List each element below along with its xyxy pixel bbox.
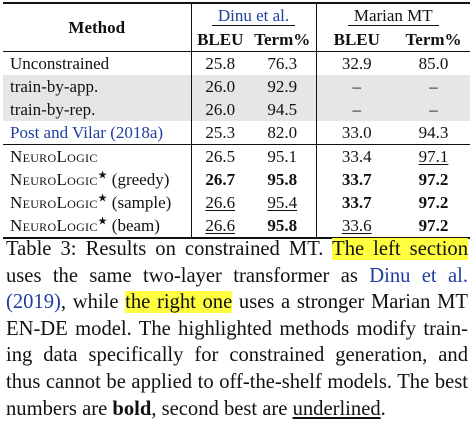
table-row: NeuroLogic 26.5 95.1 33.4 97.1 [3, 144, 471, 168]
cell: 76.3 [267, 54, 298, 73]
table-caption: Table 3: Results on constrained MT. The … [6, 236, 469, 422]
cell-underlined: 97.1 [397, 144, 471, 168]
col-header-term: Term% [397, 27, 471, 52]
cell-underlined: 26.6 [190, 191, 249, 214]
cell-bold: 97.2 [418, 170, 449, 189]
row-label: train-by-rep. [3, 98, 191, 121]
cell: 26.0 [190, 75, 249, 98]
col-header-bleu: BLEU [190, 27, 249, 52]
table-row: Unconstrained 25.8 76.3 32.9 85.0 [3, 51, 470, 75]
caption-line: ing data specifically for constrained ge… [6, 344, 468, 367]
cell: 82.0 [267, 123, 298, 142]
cell-underlined: 33.6 [315, 214, 398, 239]
cell: 25.3 [190, 121, 249, 145]
cell-underlined: 26.6 [190, 214, 249, 239]
table-row: train-by-app. 26.0 92.9 – – [3, 75, 471, 98]
cell: 85.0 [418, 54, 449, 73]
cell-bold: 97.2 [418, 193, 449, 212]
results-table: Method Dinu et al. Marian MT BLEU Term% … [3, 2, 471, 239]
table-row: NeuroLogic★ (greedy) 26.7 95.8 33.7 97.2 [3, 168, 470, 191]
row-label: NeuroLogic★ (sample) [10, 192, 172, 212]
caption-line: Table 3: Results on constrained MT. The … [6, 238, 469, 260]
caption-line: EN-DE model. The highlighted methods mod… [6, 317, 468, 340]
col-header-term: Term% [249, 27, 317, 52]
row-label: train-by-app. [3, 75, 191, 98]
cell: – [315, 98, 398, 121]
table-row: train-by-rep. 26.0 94.5 – – [3, 98, 471, 121]
cell: 32.9 [315, 51, 398, 75]
cell: 25.8 [190, 51, 249, 75]
cell: 94.5 [249, 98, 317, 121]
cell: 33.4 [315, 144, 398, 168]
cell-bold: 33.7 [315, 191, 398, 214]
row-label: NeuroLogic [3, 144, 191, 168]
star-icon: ★ [97, 215, 108, 228]
row-label: NeuroLogic★ (greedy) [10, 169, 170, 189]
cell-bold: 97.2 [397, 214, 471, 239]
cell-bold: 33.7 [315, 168, 398, 191]
cell: – [315, 75, 398, 98]
star-icon: ★ [97, 192, 108, 205]
citation-link[interactable]: (2019) [6, 291, 61, 314]
col-header-bleu: BLEU [315, 27, 398, 52]
method-header: Method [3, 2, 191, 52]
caption-line: (2019), while the right one uses a stron… [6, 291, 468, 314]
row-label: NeuroLogic★ (beam) [3, 214, 191, 239]
row-label: Unconstrained [10, 54, 110, 73]
cell: 92.9 [249, 75, 317, 98]
group-header-dinu: Dinu et al. [190, 2, 317, 27]
caption-line: thus cannot be applied to off-the-shelf … [6, 370, 468, 393]
cell: – [397, 98, 471, 121]
cell: 26.5 [190, 144, 249, 168]
cell: – [397, 75, 471, 98]
cell-underlined: 95.4 [267, 193, 298, 212]
cell: 94.3 [418, 123, 449, 142]
caption-line: uses the same two-layer transformer as D… [6, 264, 468, 287]
highlight: the right one [125, 291, 233, 314]
cell: 95.1 [249, 144, 317, 168]
table-row: NeuroLogic★ (sample) 26.6 95.4 33.7 97.2 [3, 191, 470, 214]
cell-bold: 26.7 [190, 168, 249, 191]
cell: 26.0 [190, 98, 249, 121]
group-header-marian: Marian MT [315, 2, 471, 27]
caption-line: numbers are bold, second best are underl… [6, 397, 386, 420]
cell-bold: 95.8 [267, 170, 298, 189]
star-icon: ★ [97, 169, 108, 182]
citation-link[interactable]: Dinu et al. [369, 264, 468, 287]
highlight: The left section [332, 238, 469, 260]
table-row: NeuroLogic★ (beam) 26.6 95.8 33.6 97.2 [3, 214, 471, 239]
table-row: Post and Vilar (2018a) 25.3 82.0 33.0 94… [3, 121, 470, 145]
row-label-citation[interactable]: Post and Vilar (2018a) [10, 123, 164, 142]
cell: 33.0 [315, 121, 398, 145]
cell-bold: 95.8 [249, 214, 317, 239]
